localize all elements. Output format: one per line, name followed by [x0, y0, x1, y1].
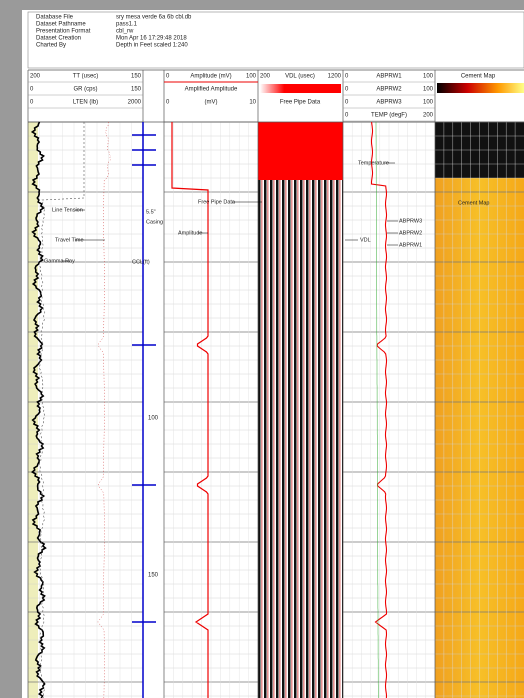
scale-max: 100	[423, 87, 434, 93]
amplitude-curve	[171, 122, 209, 698]
header-label: Dataset Pathname	[36, 22, 86, 28]
header-value: Mon Apr 16 17:29:48 2018	[116, 36, 187, 42]
arrows	[62, 162, 398, 262]
curve-name: TEMP (degF)	[371, 113, 407, 119]
scale-max: 200	[423, 113, 434, 119]
header-value: sry mesa verde 6a 6b cbl.db	[116, 15, 192, 21]
annotation: 5.5"	[146, 209, 156, 215]
annotations: Line Tension Travel Time Gamma Ray Free …	[44, 160, 490, 578]
track-title: Cement Map	[461, 74, 496, 80]
curve-name: ABPRW2	[376, 87, 402, 93]
tension-curve	[38, 122, 85, 698]
gr-fill	[28, 122, 38, 698]
curve-name: Amplitude (mV)	[190, 74, 231, 80]
annotation: Temperature	[358, 160, 389, 166]
scale-max: 100	[423, 100, 434, 106]
header-box	[27, 11, 524, 69]
curves	[30, 121, 388, 698]
vdl-bg	[258, 122, 343, 698]
header-value: pass1.1	[116, 22, 138, 28]
annotation: VDL	[360, 237, 371, 243]
track-headers: 200 TT (usec) 150 0 GR (cps) 150 0 LTEN (lb) 200…	[28, 74, 524, 122]
track-title: Amplified Amplitude	[185, 87, 238, 93]
annotation: Free Pipe Data	[198, 199, 236, 205]
scale-min: 200	[30, 74, 41, 80]
scale-max: 1200	[328, 74, 342, 80]
scale-max: 10	[249, 100, 256, 106]
header-label: Database File	[36, 15, 74, 21]
vdl-top	[258, 122, 343, 180]
depth-label: 150	[148, 573, 159, 579]
scale-min: 0	[166, 100, 170, 106]
header-label: Charted By	[36, 43, 66, 49]
annotation: Gamma Ray	[44, 258, 75, 264]
annotation: ABPRW3	[399, 218, 422, 224]
annotation: CCL(ft)	[132, 259, 150, 265]
scale-max: 2000	[128, 100, 142, 106]
annotation: Cement Map	[458, 200, 490, 206]
annotation: Line Tension	[52, 207, 83, 213]
annotation: Casing	[146, 219, 163, 225]
header-value: Depth in Feet scaled 1:240	[116, 43, 188, 49]
curve-name: LTEN (lb)	[73, 100, 98, 106]
scale-min: 0	[166, 74, 170, 80]
scale-min: 0	[345, 74, 349, 80]
abprw-curve	[370, 121, 388, 698]
scale-max: 100	[423, 74, 434, 80]
scale-min: 0	[345, 87, 349, 93]
scale-max: 100	[246, 74, 257, 80]
cement-colorbar	[437, 83, 524, 93]
scale-min: 0	[30, 87, 34, 93]
header: Database File sry mesa verde 6a 6b cbl.db…	[36, 15, 192, 49]
temp-curve	[375, 122, 379, 698]
scale-min: 0	[30, 100, 34, 106]
curve-name: ABPRW1	[376, 74, 402, 80]
header-value: cbl_rw	[116, 29, 134, 35]
header-label: Dataset Creation	[36, 36, 81, 42]
header-label: Presentation Format	[36, 29, 91, 35]
gr-curve	[30, 121, 47, 698]
scale-min: 0	[345, 113, 349, 119]
curve-name: (mV)	[205, 100, 218, 106]
annotation: Amplitude	[178, 230, 202, 236]
curve-name: TT (usec)	[73, 74, 99, 80]
annotation: Travel Time	[55, 237, 84, 243]
depth-label: 100	[148, 416, 159, 422]
vdl-colorbar	[260, 84, 341, 93]
scale-max: 150	[131, 87, 142, 93]
track-title: Free Pipe Data	[280, 100, 321, 106]
curve-name: GR (cps)	[74, 87, 98, 93]
scale-max: 150	[131, 74, 142, 80]
annotation: ABPRW1	[399, 242, 422, 248]
curve-name: VDL (usec)	[285, 74, 315, 80]
curve-name: ABPRW3	[376, 100, 402, 106]
scale-min: 0	[345, 100, 349, 106]
annotation: ABPRW2	[399, 230, 422, 236]
scale-min: 200	[260, 74, 271, 80]
